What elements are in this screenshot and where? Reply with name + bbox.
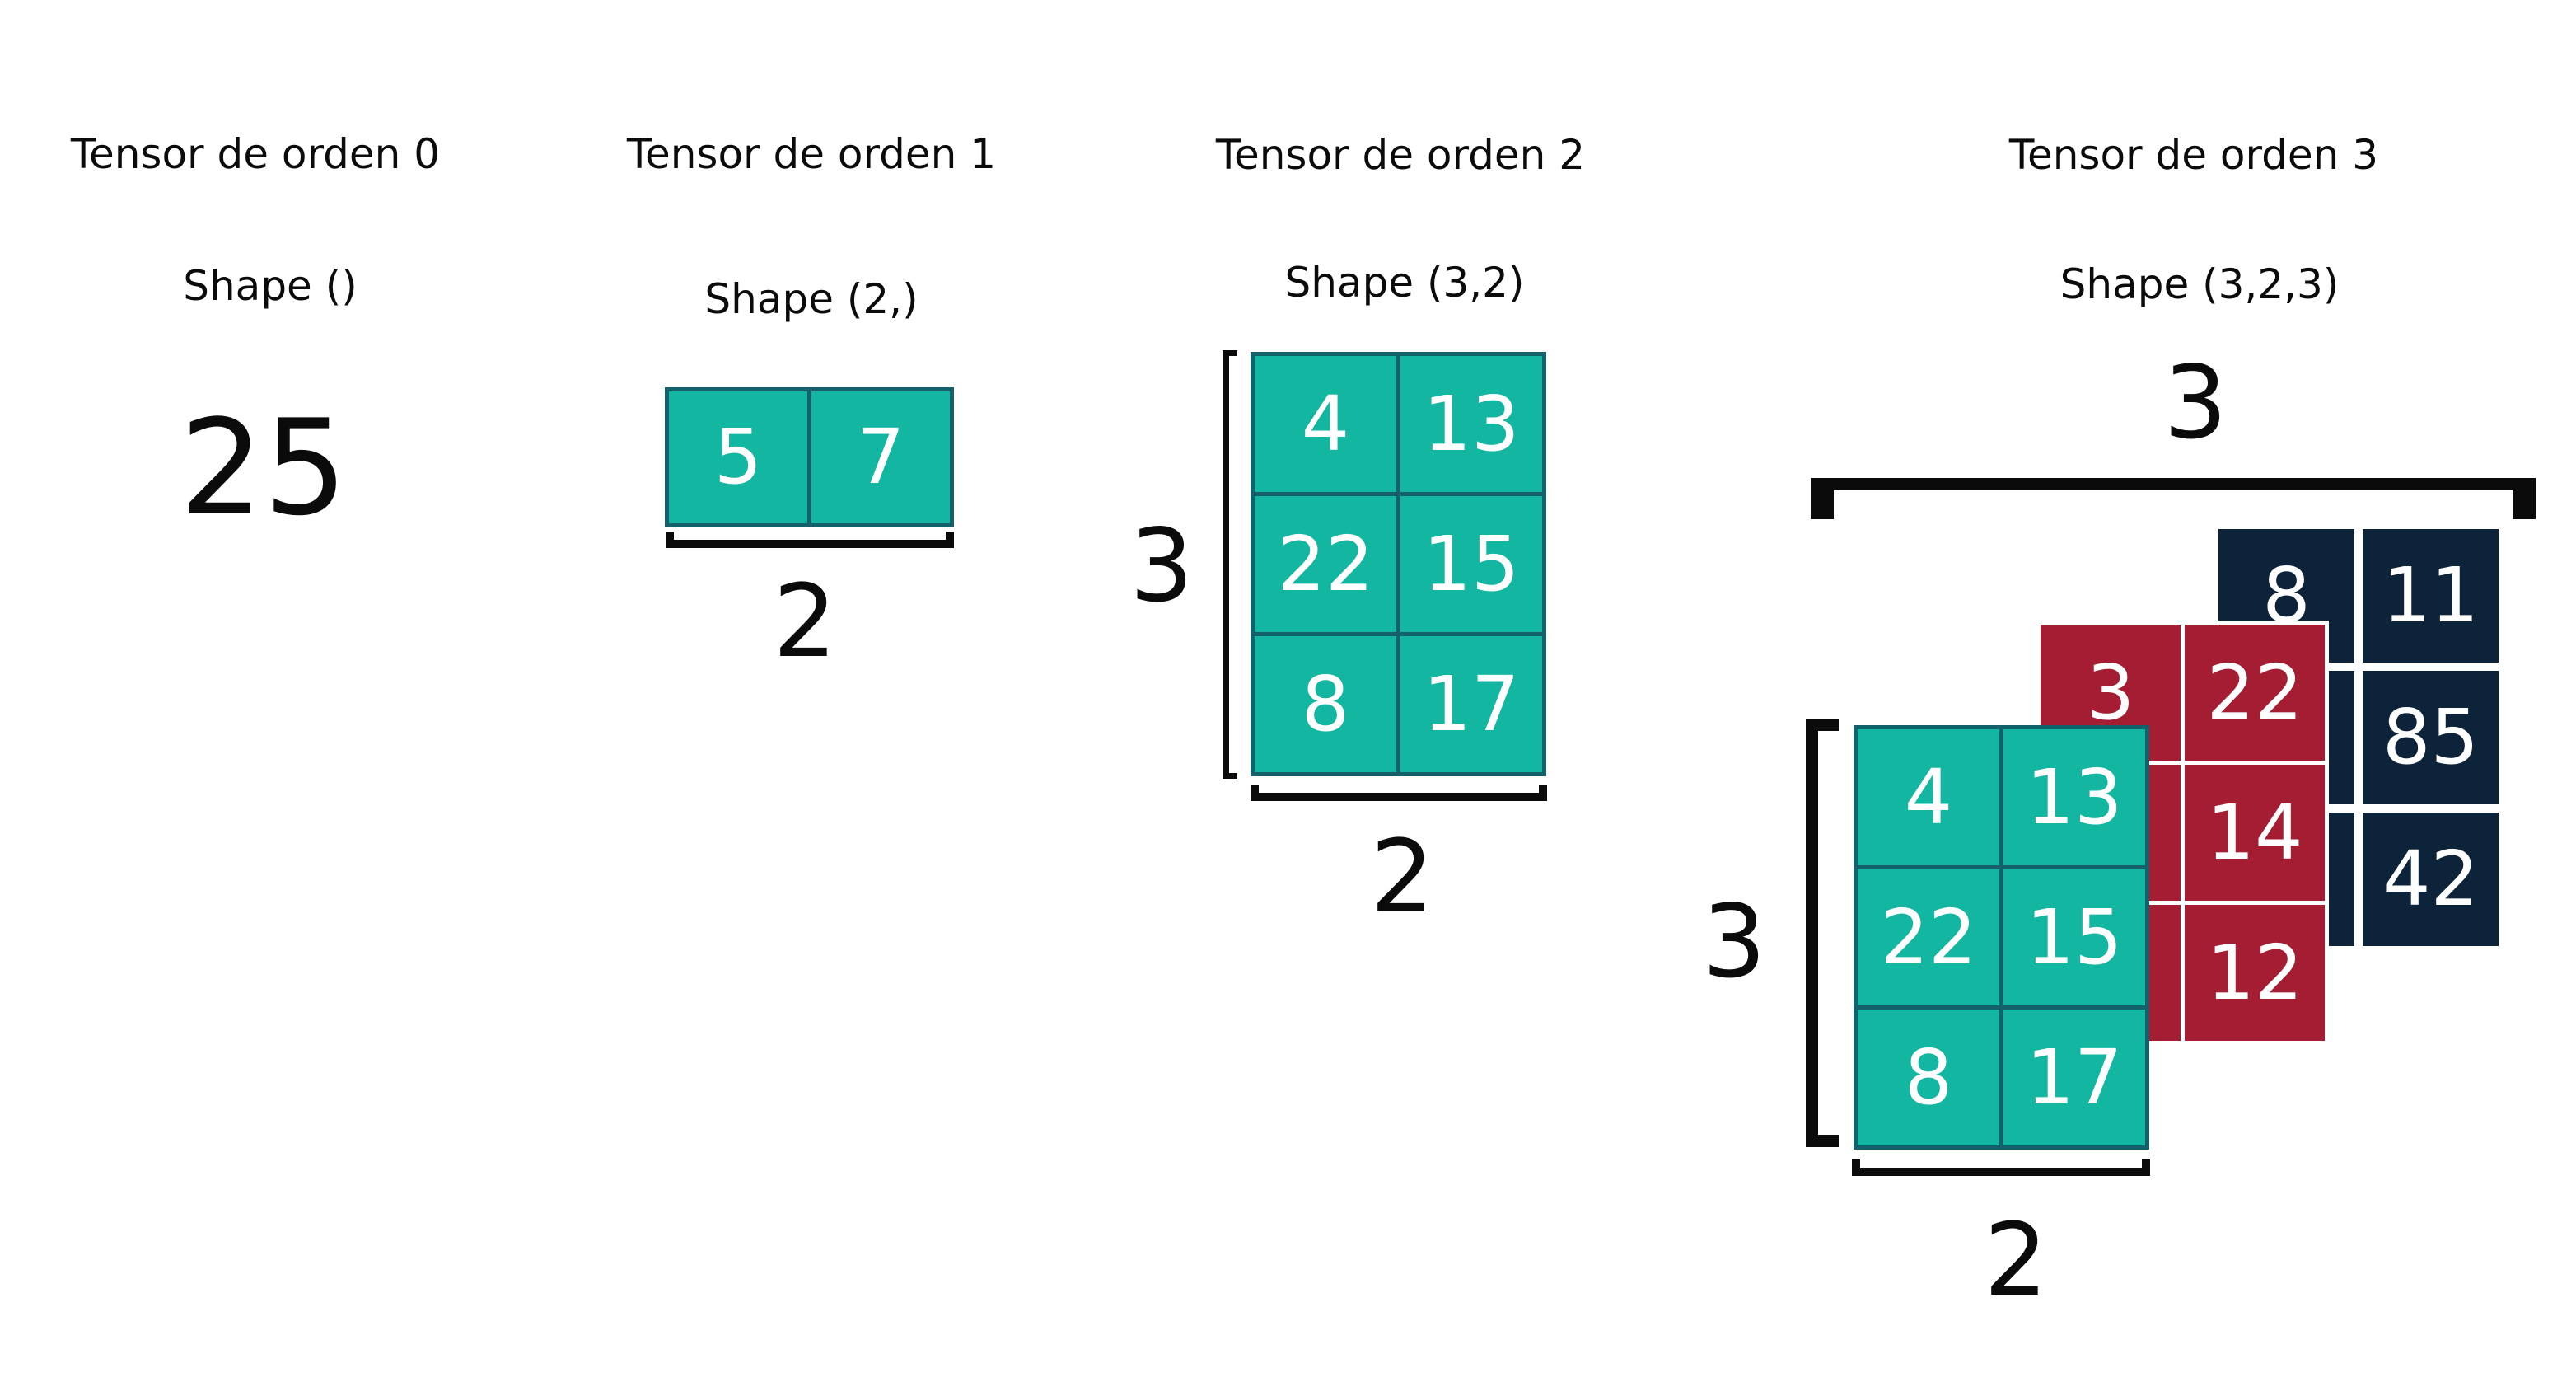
tensor2-cell: 15 <box>1396 492 1546 636</box>
tensor2-cell: 22 <box>1251 492 1400 636</box>
tensor3-front-cell: 13 <box>1999 725 2149 869</box>
tensor1-bracket <box>666 540 954 548</box>
tensor3-back-cell: 85 <box>2359 667 2503 808</box>
tensor3-depth-bracket <box>1811 478 2536 490</box>
tensor3-depth-bracket-tick <box>2513 478 2536 519</box>
tensor3-middle-cell: 22 <box>2181 621 2329 765</box>
tensor3-row-bracket-tick <box>1806 719 1839 731</box>
tensor1-dim-label: 2 <box>773 563 837 680</box>
tensor2-cell: 13 <box>1396 352 1546 496</box>
tensor2-cell: 4 <box>1251 352 1400 496</box>
tensor2-cell: 8 <box>1251 632 1400 776</box>
tensor2-cell: 17 <box>1396 632 1546 776</box>
tensor0-value: 25 <box>180 391 348 545</box>
tensor2-row-bracket-tick <box>1223 773 1237 779</box>
tensor3-middle-cell: 12 <box>2181 901 2329 1045</box>
tensor1-cell: 5 <box>665 387 811 527</box>
tensor3-row-bracket <box>1806 719 1818 1147</box>
tensor1-title: Tensor de orden 1 <box>626 130 997 178</box>
tensor3-front-cell: 8 <box>1854 1005 2003 1150</box>
tensor1-cell: 7 <box>807 387 954 527</box>
tensor3-col-bracket-tick <box>1852 1159 1860 1176</box>
tensor3-front-cell: 15 <box>1999 865 2149 1010</box>
tensor2-title: Tensor de orden 2 <box>1215 131 1586 179</box>
tensor2-col-bracket <box>1251 793 1547 801</box>
tensor3-middle-cell: 14 <box>2181 761 2329 905</box>
tensor3-depth-dim-label: 3 <box>2163 344 2228 461</box>
tensor3-front-cell: 22 <box>1854 865 2003 1010</box>
tensor0-title: Tensor de orden 0 <box>70 130 441 178</box>
tensor1-bracket-tick <box>666 532 674 548</box>
tensor3-col-bracket <box>1852 1168 2150 1176</box>
tensor3-depth-bracket-tick <box>1811 478 1834 519</box>
tensor3-row-bracket-tick <box>1806 1135 1839 1147</box>
tensor3-row-dim-label: 3 <box>1702 883 1766 1000</box>
tensor2-col-dim-label: 2 <box>1370 818 1434 935</box>
tensor3-back-cell: 11 <box>2359 525 2503 667</box>
tensor3-col-bracket-tick <box>2142 1159 2150 1176</box>
tensor3-front-cell: 17 <box>1999 1005 2149 1150</box>
tensor3-shape: Shape (3,2,3) <box>2059 260 2340 308</box>
tensor2-row-bracket-tick <box>1223 350 1237 356</box>
tensor1-shape: Shape (2,) <box>704 275 919 323</box>
tensor3-front-cell: 4 <box>1854 725 2003 869</box>
tensor2-col-bracket-tick <box>1251 785 1259 801</box>
tensor3-back-cell: 42 <box>2359 808 2503 950</box>
tensor3-title: Tensor de orden 3 <box>2008 131 2379 179</box>
tensor2-row-bracket <box>1223 350 1229 779</box>
tensor1-bracket-tick <box>946 532 954 548</box>
tensor2-col-bracket-tick <box>1539 785 1547 801</box>
tensor0-shape: Shape () <box>183 262 358 310</box>
tensor3-col-dim-label: 2 <box>1984 1202 2048 1319</box>
tensor2-row-dim-label: 3 <box>1129 508 1194 625</box>
tensor2-shape: Shape (3,2) <box>1284 259 1525 307</box>
